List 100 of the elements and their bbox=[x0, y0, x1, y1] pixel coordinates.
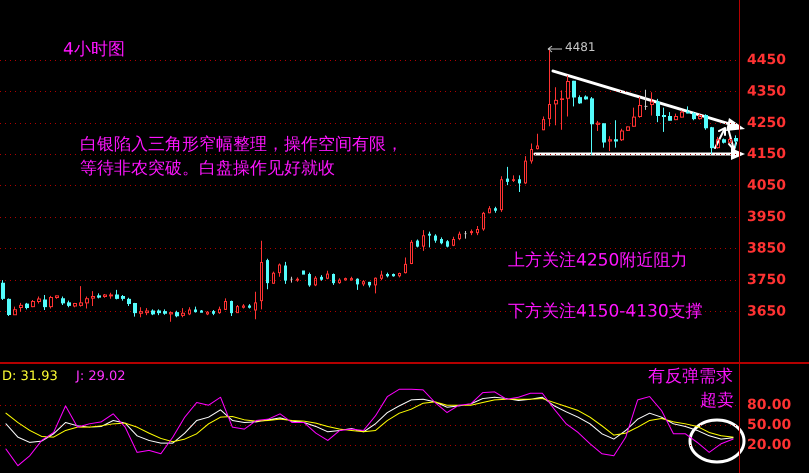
candlestick bbox=[614, 120, 618, 148]
annotation: D: 31.93 bbox=[2, 369, 58, 384]
candlestick bbox=[704, 114, 708, 130]
candlestick bbox=[308, 272, 311, 288]
y-tick-label: 3850 bbox=[747, 240, 786, 257]
annotation: 4481 bbox=[565, 40, 596, 54]
candlestick bbox=[434, 234, 437, 244]
candlestick bbox=[326, 270, 329, 280]
candlestick bbox=[644, 89, 648, 110]
candlestick bbox=[230, 300, 233, 317]
candlestick bbox=[596, 120, 600, 132]
candlestick bbox=[572, 80, 576, 107]
candlestick bbox=[157, 308, 161, 316]
candlestick bbox=[620, 128, 624, 142]
candlestick bbox=[428, 231, 431, 248]
candlestick bbox=[590, 96, 594, 156]
candlestick bbox=[524, 156, 527, 185]
candlestick bbox=[398, 272, 401, 278]
candlestick bbox=[43, 294, 47, 311]
candlestick bbox=[181, 308, 185, 318]
candlestick bbox=[139, 306, 143, 318]
candlestick bbox=[91, 290, 95, 306]
candlestick bbox=[710, 126, 714, 155]
candlestick bbox=[73, 302, 77, 308]
candlestick bbox=[542, 116, 545, 131]
candlestick bbox=[133, 302, 137, 318]
candlestick bbox=[175, 310, 179, 318]
candlestick bbox=[674, 113, 678, 121]
candlestick bbox=[1, 280, 5, 300]
y-tick-label: 4050 bbox=[747, 178, 786, 194]
candlestick bbox=[302, 270, 305, 275]
candlestick bbox=[380, 270, 383, 281]
candlestick bbox=[260, 240, 263, 310]
candlestick bbox=[404, 256, 407, 274]
candlestick bbox=[440, 236, 443, 245]
candlestick bbox=[266, 258, 269, 290]
y-tick-label: 3650 bbox=[747, 304, 786, 320]
candlestick bbox=[61, 296, 65, 306]
candlestick bbox=[548, 50, 551, 127]
candlestick bbox=[416, 239, 419, 248]
candlestick bbox=[188, 306, 191, 316]
candlestick bbox=[680, 110, 684, 118]
candlestick bbox=[392, 273, 395, 278]
candlestick bbox=[536, 133, 539, 150]
candlestick bbox=[85, 296, 89, 309]
candlestick bbox=[488, 206, 491, 214]
candlestick bbox=[422, 230, 425, 252]
candlestick bbox=[103, 294, 107, 298]
candlestick bbox=[356, 278, 359, 290]
y-tick-label: 3950 bbox=[747, 209, 786, 226]
candlestick bbox=[97, 292, 101, 299]
candlestick bbox=[638, 96, 642, 118]
candlestick bbox=[254, 291, 257, 320]
candlestick bbox=[452, 236, 455, 247]
candlestick bbox=[67, 300, 71, 308]
candlestick bbox=[554, 86, 558, 126]
candlestick bbox=[218, 306, 221, 314]
candlestick bbox=[163, 308, 167, 316]
candlestick bbox=[121, 294, 125, 302]
candlestick bbox=[494, 206, 497, 214]
candlestick bbox=[602, 122, 606, 148]
candlestick bbox=[25, 302, 29, 310]
y-tick-label: 50.00 bbox=[747, 417, 792, 434]
candlestick bbox=[7, 298, 11, 317]
candlestick bbox=[127, 297, 131, 306]
candlestick bbox=[662, 107, 666, 132]
candlestick bbox=[200, 310, 203, 314]
candlestick bbox=[169, 311, 173, 322]
candlestick bbox=[19, 302, 23, 312]
candlestick bbox=[194, 306, 197, 314]
candlestick bbox=[458, 231, 461, 241]
candlestick bbox=[37, 296, 41, 304]
candlestick bbox=[79, 286, 83, 308]
candlestick bbox=[716, 136, 720, 150]
candlestick bbox=[578, 94, 582, 104]
candlestick bbox=[49, 295, 53, 309]
candlestick bbox=[530, 143, 533, 164]
candlestick bbox=[296, 276, 299, 282]
candlestick bbox=[482, 211, 485, 232]
candlestick bbox=[500, 176, 503, 212]
candlestick bbox=[518, 174, 521, 193]
candlestick bbox=[566, 75, 570, 117]
text: 4小时图 bbox=[63, 40, 125, 60]
candlestick bbox=[410, 240, 413, 265]
y-tick-label: 4450 bbox=[747, 52, 786, 68]
candlestick bbox=[284, 261, 287, 284]
candlestick bbox=[632, 107, 636, 128]
candlestick bbox=[512, 174, 515, 182]
candlestick bbox=[728, 137, 732, 144]
y-tick-label: 4150 bbox=[747, 146, 786, 162]
annotation: 下方关注4150-4130支撑 bbox=[508, 302, 703, 322]
candlestick bbox=[668, 112, 672, 122]
candlestick bbox=[506, 166, 509, 186]
candlestick bbox=[145, 308, 149, 316]
candlestick bbox=[626, 126, 630, 132]
annotation: 超卖 bbox=[700, 390, 734, 410]
candlestick bbox=[476, 226, 479, 236]
candlestick bbox=[272, 271, 275, 284]
candlestick bbox=[584, 94, 588, 100]
y-tick-label: 80.00 bbox=[747, 397, 792, 414]
